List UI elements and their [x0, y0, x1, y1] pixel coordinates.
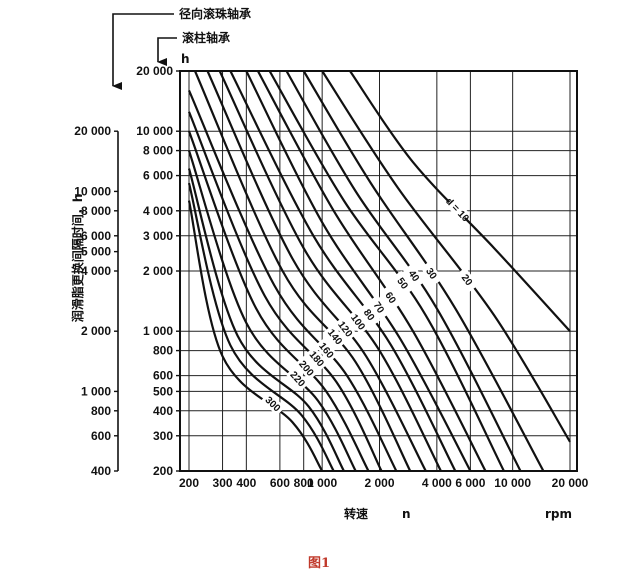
- roller-tick-label: 4 000: [143, 204, 173, 218]
- curve-label-bg: [420, 260, 443, 286]
- curve-240: [187, 168, 345, 471]
- x-tick-label: 800: [294, 476, 314, 490]
- curve-300: [187, 200, 324, 471]
- x-tick-label: 200: [179, 476, 199, 490]
- ball-tick-label: 800: [91, 404, 111, 418]
- curve-label-bg: [334, 316, 357, 342]
- x-axis-title: 转速: [344, 506, 368, 521]
- hour-unit-label: h: [181, 52, 190, 66]
- ball-tick-label: 5 000: [81, 245, 111, 259]
- ball-tick-label: 1 000: [81, 384, 111, 398]
- curve-label-bg: [305, 346, 329, 371]
- ball-tick-label: 600: [91, 429, 111, 443]
- curve-label-bg: [294, 355, 319, 381]
- roller-tick-label: 2 000: [143, 264, 173, 278]
- x-tick-label: 400: [236, 476, 256, 490]
- x-tick-label: 1 000: [307, 476, 337, 490]
- axis-lines: [114, 70, 578, 472]
- roller-bearing-arrow: [157, 37, 177, 66]
- x-tick-label: 2 000: [364, 476, 394, 490]
- curve-140: [193, 71, 412, 471]
- roller-tick-label: 200: [153, 464, 173, 478]
- curve-220: [187, 150, 357, 471]
- curve-80: [229, 71, 457, 471]
- roller-tick-label: 20 000: [136, 64, 173, 78]
- curve-label-bg: [358, 302, 381, 328]
- ball-tick-labels: 400 600 800 1 000 2 000 4 000 5 000 6 000 8 000 1…: [74, 124, 111, 478]
- roller-tick-label: 400: [153, 404, 173, 418]
- curve-60: [256, 71, 487, 471]
- svg-text:润滑脂更换间隔时间，h: 润滑脂更换间隔时间，h: [70, 194, 85, 323]
- roller-tick-label: 10 000: [136, 124, 173, 138]
- curve-label-bg: [314, 337, 339, 363]
- curve-50: [268, 71, 505, 471]
- curves: [187, 71, 571, 471]
- curve-20: [321, 71, 571, 443]
- ball-tick-label: 4 000: [81, 264, 111, 278]
- x-axis-symbol: n: [402, 507, 411, 521]
- roller-tick-label: 6 000: [143, 169, 173, 183]
- ball-tick-label: 400: [91, 464, 111, 478]
- curve-label-bg: [346, 309, 370, 335]
- ball-tick-label: 10 000: [74, 184, 111, 198]
- curve-260: [187, 182, 335, 471]
- x-axis-unit: rpm: [545, 507, 572, 521]
- curve-180: [187, 111, 383, 471]
- roller-tick-label: 600: [153, 369, 173, 383]
- curve-label-bg: [455, 267, 479, 293]
- roller-bearing-label: 滚柱轴承: [182, 30, 230, 45]
- roller-tick-label: 500: [153, 384, 173, 398]
- curve-120: [206, 71, 427, 471]
- curve-200: [187, 130, 370, 471]
- x-tick-label: 4 000: [422, 476, 452, 490]
- roller-tick-label: 800: [153, 344, 173, 358]
- roller-tick-label: 1 000: [143, 324, 173, 338]
- curve-100: [218, 71, 442, 471]
- x-tick-label: 20 000: [552, 476, 589, 490]
- ball-tick-label: 20 000: [74, 124, 111, 138]
- curve-label-bg: [379, 285, 402, 311]
- curve-label-bg: [402, 263, 426, 289]
- x-tick-label: 600: [270, 476, 290, 490]
- curve-70: [245, 71, 472, 471]
- roller-tick-label: 300: [153, 429, 173, 443]
- x-tick-label: 6 000: [455, 476, 485, 490]
- curve-label-bg: [445, 197, 470, 222]
- curve-30: [302, 71, 545, 471]
- curve-label-bg: [391, 270, 415, 296]
- curve-label-bg: [260, 391, 286, 416]
- ball-tick-label: 2 000: [81, 324, 111, 338]
- roller-tick-label: 8 000: [143, 144, 173, 158]
- curve-label-bg: [367, 294, 391, 320]
- ball-bearing-label: 径向滚珠轴承: [179, 6, 251, 21]
- ball-tick-label: 6 000: [81, 229, 111, 243]
- figure-caption: 图1: [308, 556, 330, 571]
- roller-tick-label: 3 000: [143, 229, 173, 243]
- curve-160: [187, 89, 398, 471]
- curve-40: [285, 71, 522, 471]
- ball-bearing-arrow: [112, 13, 174, 90]
- curve-label-bg: [323, 324, 347, 350]
- x-tick-label: 10 000: [494, 476, 531, 490]
- x-tick-label: 300: [213, 476, 233, 490]
- y-axis-title: 润滑脂更换间隔时间，h: [70, 194, 85, 323]
- ball-tick-label: 8 000: [81, 204, 111, 218]
- curve-label-bg: [285, 366, 310, 391]
